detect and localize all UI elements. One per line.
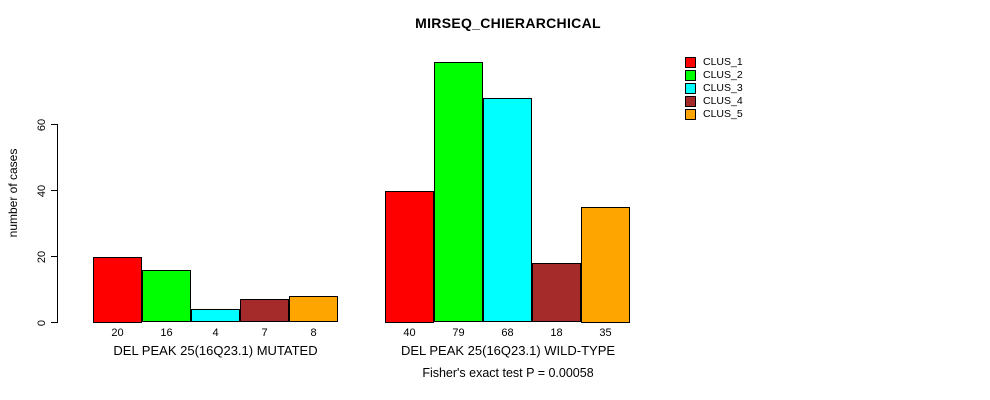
bar-clus_2-group2: [434, 61, 483, 323]
y-axis-tick-label: 0: [36, 319, 48, 326]
bar-value-label: 8: [310, 327, 317, 339]
legend-item: CLUS_2: [685, 69, 743, 82]
bar-value-label: 18: [550, 327, 563, 339]
bar-clus_5-group1: [289, 296, 338, 323]
bar-value-label: 68: [501, 327, 514, 339]
bar-value-label: 79: [452, 327, 465, 339]
legend-swatch: [685, 83, 696, 94]
y-axis-tick-label: 40: [36, 184, 48, 197]
bar-clus_2-group1: [142, 269, 191, 323]
bar-clus_3-group2: [483, 98, 532, 323]
bar-clus_4-group1: [240, 299, 289, 323]
bar-value-label: 7: [261, 327, 268, 339]
legend-item: CLUS_5: [685, 108, 743, 121]
bar-clus_5-group2: [581, 207, 630, 323]
y-axis-tick-mark: [51, 322, 57, 323]
legend-item-label: CLUS_2: [703, 69, 743, 81]
legend-swatch: [685, 70, 696, 81]
bar-value-label: 16: [160, 327, 173, 339]
bar-value-label: 20: [111, 327, 124, 339]
legend-item-label: CLUS_5: [703, 108, 743, 120]
bar-clus_4-group2: [532, 263, 581, 323]
y-axis-tick-mark: [51, 256, 57, 257]
legend-swatch: [685, 96, 696, 107]
legend-item-label: CLUS_3: [703, 82, 743, 94]
y-axis-line: [57, 124, 58, 323]
legend: CLUS_1 CLUS_2 CLUS_3 CLUS_4 CLUS_5: [685, 56, 743, 121]
y-axis-tick-label: 20: [36, 250, 48, 263]
group-label-wild-type: DEL PEAK 25(16Q23.1) WILD-TYPE: [400, 343, 616, 358]
bar-value-label: 4: [212, 327, 219, 339]
chart-title: MIRSEQ_CHIERARCHICAL: [415, 15, 601, 31]
legend-item: CLUS_1: [685, 56, 743, 69]
legend-item: CLUS_4: [685, 95, 743, 108]
bar-value-label: 40: [403, 327, 416, 339]
legend-item-label: CLUS_4: [703, 95, 743, 107]
legend-item-label: CLUS_1: [703, 56, 743, 68]
bar-clus_1-group2: [385, 190, 434, 323]
y-axis-tick-mark: [51, 190, 57, 191]
legend-item: CLUS_3: [685, 82, 743, 95]
y-axis-tick-label: 60: [36, 118, 48, 131]
bar-clus_3-group1: [191, 309, 240, 323]
group-label-mutated: DEL PEAK 25(16Q23.1) MUTATED: [113, 343, 318, 358]
annotation-fisher-test: Fisher's exact test P = 0.00058: [422, 366, 594, 380]
y-axis-label: number of cases: [6, 148, 20, 238]
legend-swatch: [685, 57, 696, 68]
bar-value-label: 35: [599, 327, 612, 339]
legend-swatch: [685, 109, 696, 120]
y-axis-tick-mark: [51, 124, 57, 125]
bar-clus_1-group1: [93, 256, 142, 323]
